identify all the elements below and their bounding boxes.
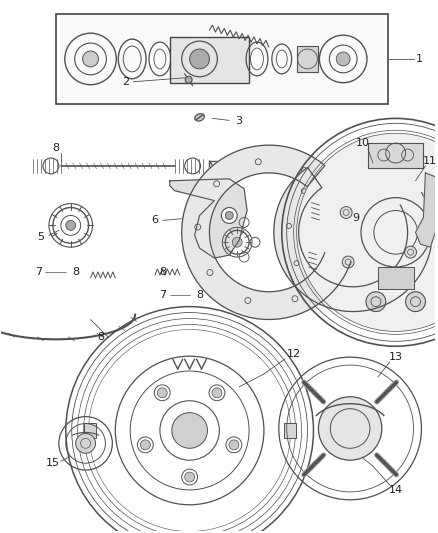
Text: 8: 8 [159,267,166,277]
Circle shape [232,237,242,247]
Circle shape [366,292,386,312]
Text: 10: 10 [356,138,370,148]
Circle shape [318,397,382,460]
Circle shape [336,52,350,66]
Circle shape [185,76,192,83]
Ellipse shape [195,114,205,121]
Circle shape [340,207,352,219]
Polygon shape [416,173,438,247]
Text: 5: 5 [38,232,45,243]
Text: 1: 1 [416,54,423,64]
Text: 14: 14 [389,485,403,495]
Bar [378,267,413,289]
Bar [170,37,249,83]
Circle shape [221,207,237,223]
Bar [284,423,296,438]
Bar [368,143,424,168]
Circle shape [83,51,99,67]
Circle shape [185,472,194,482]
Polygon shape [170,179,247,258]
Circle shape [212,388,222,398]
Text: 2: 2 [122,77,129,87]
Circle shape [405,246,417,258]
Circle shape [76,433,95,453]
Circle shape [225,212,233,220]
Circle shape [141,440,150,450]
Text: 8: 8 [196,290,203,300]
Circle shape [406,292,425,312]
Text: 7: 7 [159,290,166,300]
Text: 6: 6 [152,215,159,225]
Bar [56,14,388,103]
Polygon shape [182,145,351,319]
Circle shape [297,133,438,332]
Text: 8: 8 [72,267,79,277]
Text: 15: 15 [46,458,60,468]
Text: 13: 13 [389,352,403,362]
Circle shape [66,221,76,230]
Text: 11: 11 [422,156,436,166]
Text: 3: 3 [236,116,243,126]
Circle shape [229,440,239,450]
Circle shape [172,413,208,448]
Circle shape [190,49,209,69]
Text: 7: 7 [35,267,42,277]
Circle shape [157,388,167,398]
Bar [84,423,95,438]
Polygon shape [274,167,432,312]
Text: 8: 8 [97,333,104,342]
Text: 9: 9 [353,213,360,223]
Circle shape [342,256,354,268]
Text: 12: 12 [286,349,301,359]
Text: 8: 8 [52,143,60,153]
Bar [297,46,318,72]
